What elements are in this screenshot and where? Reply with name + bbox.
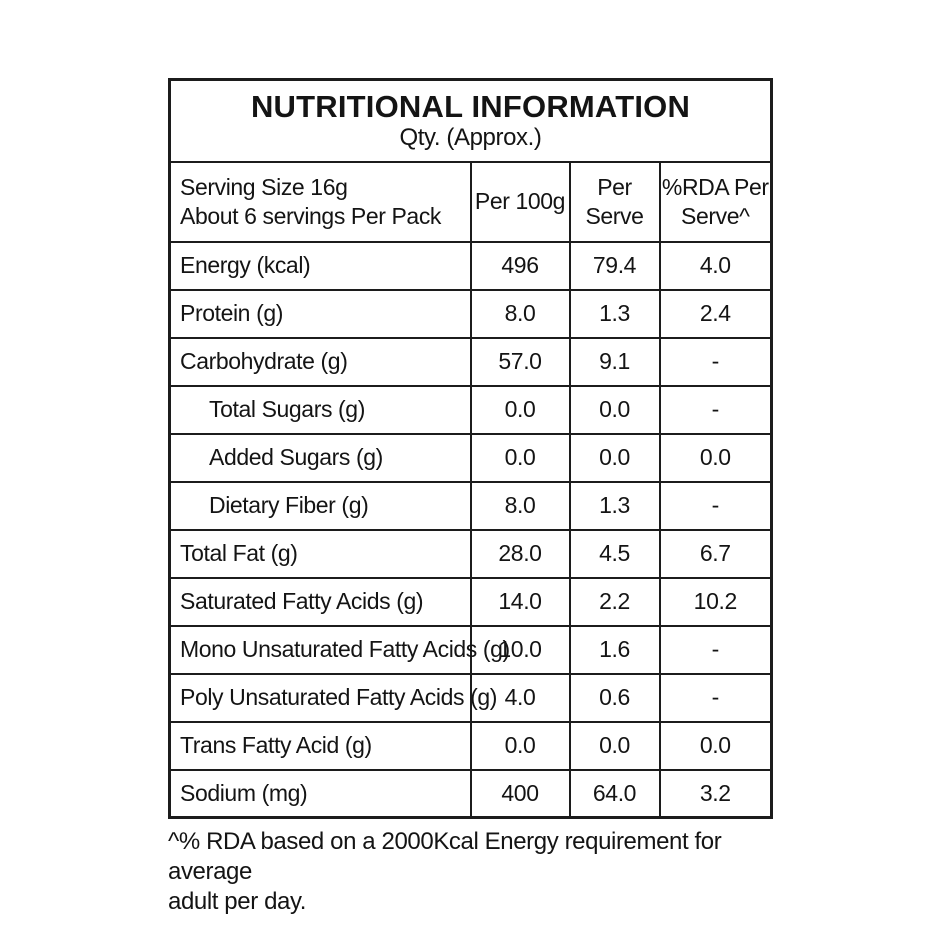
value-rda-per-serve: - [658, 480, 773, 531]
nutrient-label: Dietary Fiber (g) [168, 480, 472, 531]
value-rda-per-serve: 2.4 [658, 288, 773, 339]
value-per-serve: 9.1 [568, 336, 661, 387]
value-per-100g: 0.0 [469, 432, 571, 483]
value-rda-per-serve: 3.2 [658, 768, 773, 819]
nutrient-label: Sodium (mg) [168, 768, 472, 819]
value-per-serve: 2.2 [568, 576, 661, 627]
title-row: NUTRITIONAL INFORMATION Qty. (Approx.) [168, 78, 773, 163]
column-header-rda-per-serve: %RDA Per Serve^ [658, 160, 773, 243]
value-per-100g: 28.0 [469, 528, 571, 579]
value-per-serve: 0.0 [568, 384, 661, 435]
value-rda-per-serve: - [658, 336, 773, 387]
value-per-serve: 4.5 [568, 528, 661, 579]
nutrient-label: Protein (g) [168, 288, 472, 339]
nutrient-row-poly-unsaturated-fatty-acids: Poly Unsaturated Fatty Acids (g) 4.0 0.6… [168, 672, 773, 723]
value-rda-per-serve: - [658, 384, 773, 435]
value-per-100g: 496 [469, 240, 571, 291]
value-per-serve: 1.3 [568, 288, 661, 339]
nutrient-row-trans-fatty-acid: Trans Fatty Acid (g) 0.0 0.0 0.0 [168, 720, 773, 771]
value-rda-per-serve: 4.0 [658, 240, 773, 291]
nutrient-row-dietary-fiber: Dietary Fiber (g) 8.0 1.3 - [168, 480, 773, 531]
nutrient-row-total-sugars: Total Sugars (g) 0.0 0.0 - [168, 384, 773, 435]
nutrient-row-sodium: Sodium (mg) 400 64.0 3.2 [168, 768, 773, 819]
value-per-100g: 8.0 [469, 480, 571, 531]
value-per-100g: 14.0 [469, 576, 571, 627]
rda-footnote: ^% RDA based on a 2000Kcal Energy requir… [168, 828, 722, 915]
nutrient-label: Energy (kcal) [168, 240, 472, 291]
nutrient-label: Mono Unsaturated Fatty Acids (g) [168, 624, 510, 675]
value-per-100g: 0.0 [469, 720, 571, 771]
value-per-serve: 1.3 [568, 480, 661, 531]
value-rda-per-serve: 0.0 [658, 432, 773, 483]
value-per-100g: 400 [469, 768, 571, 819]
nutrient-row-protein: Protein (g) 8.0 1.3 2.4 [168, 288, 773, 339]
column-header-row: Serving Size 16g About 6 servings Per Pa… [168, 160, 773, 243]
nutrient-row-mono-unsaturated-fatty-acids: Mono Unsaturated Fatty Acids (g) 10.0 1.… [168, 624, 773, 675]
value-per-serve: 64.0 [568, 768, 661, 819]
value-per-serve: 79.4 [568, 240, 661, 291]
table-subtitle: Qty. (Approx.) [399, 124, 542, 152]
serving-size-info: Serving Size 16g About 6 servings Per Pa… [168, 160, 472, 243]
value-rda-per-serve: 6.7 [658, 528, 773, 579]
value-rda-per-serve: - [658, 624, 773, 675]
column-header-per-serve: Per Serve [568, 160, 661, 243]
value-rda-per-serve: 10.2 [658, 576, 773, 627]
value-per-serve: 0.6 [568, 672, 661, 723]
value-per-100g: 10.0 [469, 624, 571, 675]
nutrient-label: Trans Fatty Acid (g) [168, 720, 472, 771]
value-per-100g: 0.0 [469, 384, 571, 435]
nutrient-row-saturated-fatty-acids: Saturated Fatty Acids (g) 14.0 2.2 10.2 [168, 576, 773, 627]
title-cell: NUTRITIONAL INFORMATION Qty. (Approx.) [168, 78, 773, 163]
nutrition-table: NUTRITIONAL INFORMATION Qty. (Approx.) S… [168, 78, 774, 819]
column-header-per-100g: Per 100g [469, 160, 571, 243]
value-per-serve: 0.0 [568, 720, 661, 771]
nutrient-row-carbohydrate: Carbohydrate (g) 57.0 9.1 - [168, 336, 773, 387]
nutrient-row-added-sugars: Added Sugars (g) 0.0 0.0 0.0 [168, 432, 773, 483]
table-title: NUTRITIONAL INFORMATION [250, 88, 691, 124]
nutrient-label: Poly Unsaturated Fatty Acids (g) [168, 672, 497, 723]
nutrient-label: Carbohydrate (g) [168, 336, 472, 387]
nutrient-label: Added Sugars (g) [168, 432, 472, 483]
value-per-serve: 0.0 [568, 432, 661, 483]
nutrient-label: Saturated Fatty Acids (g) [168, 576, 472, 627]
nutrient-row-total-fat: Total Fat (g) 28.0 4.5 6.7 [168, 528, 773, 579]
value-per-serve: 1.6 [568, 624, 661, 675]
nutrient-label: Total Fat (g) [168, 528, 472, 579]
value-rda-per-serve: 0.0 [658, 720, 773, 771]
value-per-100g: 4.0 [469, 672, 571, 723]
nutrient-row-energy: Energy (kcal) 496 79.4 4.0 [168, 240, 773, 291]
value-per-100g: 8.0 [469, 288, 571, 339]
value-rda-per-serve: - [658, 672, 773, 723]
value-per-100g: 57.0 [469, 336, 571, 387]
nutrient-label: Total Sugars (g) [168, 384, 472, 435]
nutrition-label: NUTRITIONAL INFORMATION Qty. (Approx.) S… [168, 78, 774, 917]
